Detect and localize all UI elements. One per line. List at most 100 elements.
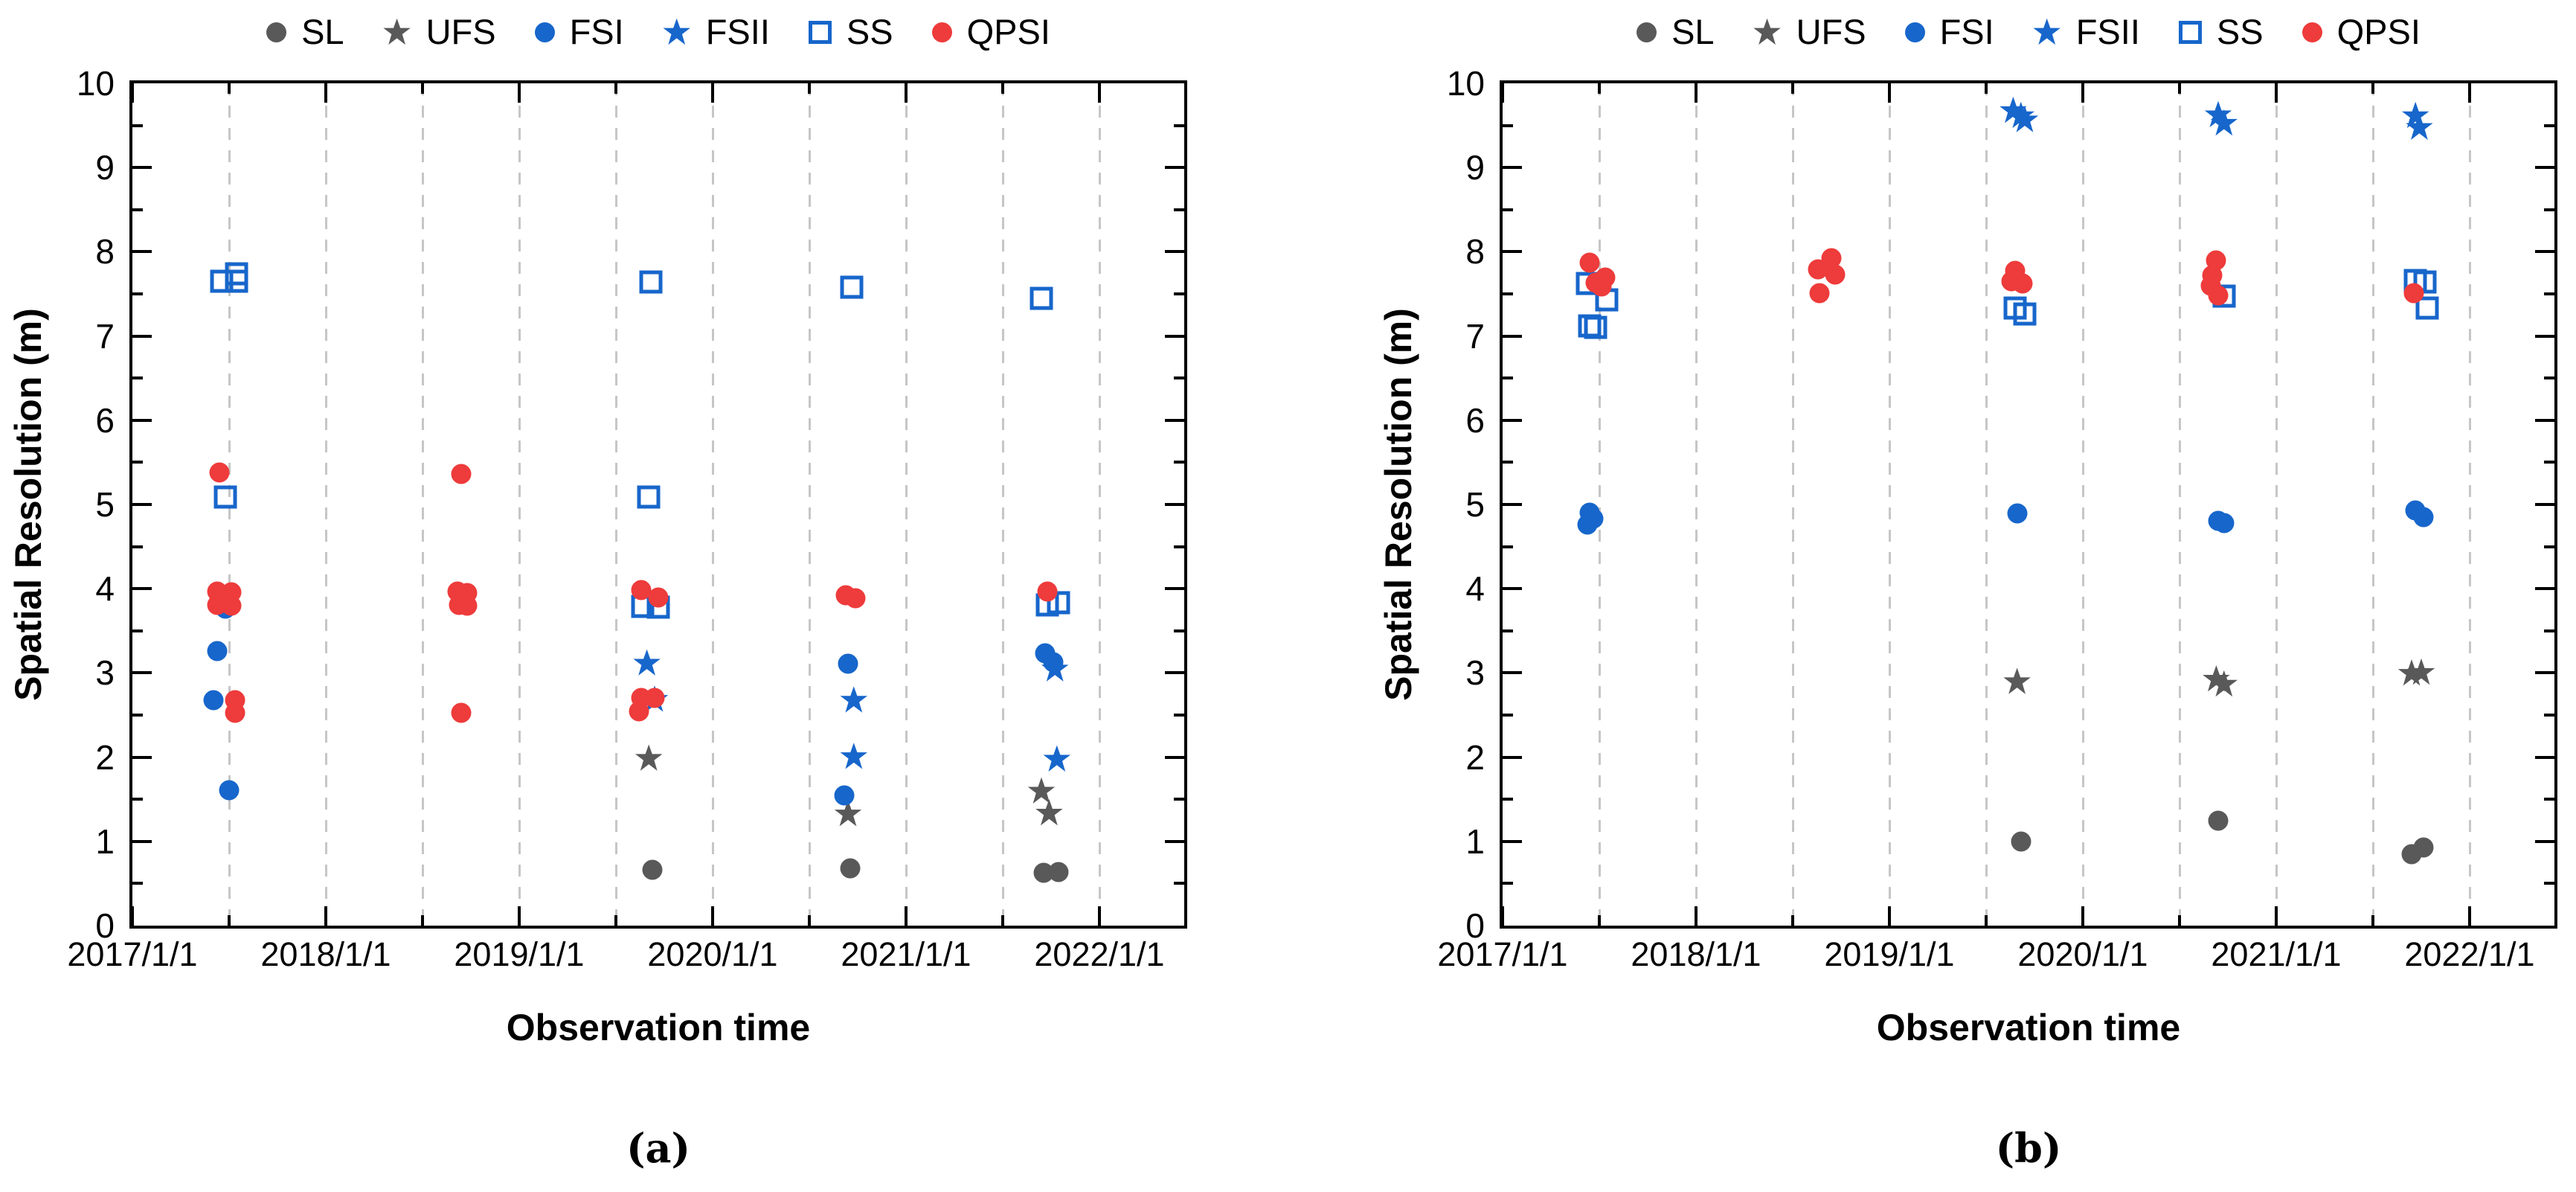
gridline bbox=[2081, 83, 2084, 926]
y-tick-left bbox=[1503, 166, 1522, 170]
y-tick-left bbox=[1503, 418, 1522, 422]
x-tick-top bbox=[2081, 83, 2084, 103]
y-tick-label: 2 bbox=[95, 737, 115, 777]
y-tick-label: 8 bbox=[95, 232, 115, 272]
x-tick-top bbox=[2178, 83, 2181, 94]
y-tick-label: 9 bbox=[1465, 148, 1485, 188]
y-tick-left bbox=[132, 418, 152, 422]
y-tick-right bbox=[1174, 882, 1184, 885]
gridline bbox=[1888, 83, 1891, 926]
gridline bbox=[614, 83, 617, 926]
y-tick-label: 1 bbox=[95, 821, 115, 861]
x-tick-bottom bbox=[711, 906, 714, 926]
data-point-FSI bbox=[207, 641, 228, 661]
panel-caption: (b) bbox=[1995, 1124, 2062, 1172]
gridline bbox=[808, 83, 811, 926]
x-tick-label: 2019/1/1 bbox=[1824, 935, 1955, 973]
y-tick-left bbox=[132, 208, 143, 211]
x-tick-top bbox=[1985, 83, 1988, 94]
circle-icon bbox=[1904, 22, 1925, 42]
y-tick-right bbox=[1174, 461, 1184, 464]
y-tick-right bbox=[1174, 545, 1184, 548]
y-tick-label: 6 bbox=[95, 400, 115, 440]
y-tick-label: 7 bbox=[95, 316, 115, 356]
x-tick-bottom bbox=[1985, 915, 1988, 926]
data-point-QPSI bbox=[2208, 285, 2229, 306]
y-tick-right bbox=[1174, 714, 1184, 717]
data-point-FSI bbox=[1577, 514, 1598, 535]
y-tick-right bbox=[1165, 503, 1184, 506]
x-tick-label: 2018/1/1 bbox=[260, 935, 391, 973]
legend-label: FSII bbox=[705, 12, 770, 51]
x-tick-top bbox=[2371, 83, 2374, 94]
y-tick-right bbox=[1165, 418, 1184, 422]
data-point-SL bbox=[2011, 831, 2031, 852]
legend-item-qpsi: QPSI bbox=[2302, 13, 2421, 51]
data-point-SS bbox=[2415, 296, 2439, 320]
x-tick-bottom bbox=[2468, 906, 2471, 926]
gridline bbox=[1985, 83, 1988, 926]
star-icon bbox=[663, 18, 690, 45]
y-tick-label: 9 bbox=[95, 148, 115, 188]
gridline bbox=[2371, 83, 2374, 926]
data-point-SL bbox=[1048, 862, 1069, 882]
y-tick-right bbox=[2544, 292, 2554, 295]
y-tick-label: 4 bbox=[95, 569, 115, 609]
y-tick-right bbox=[1174, 376, 1184, 380]
gridline bbox=[711, 83, 714, 926]
y-tick-left bbox=[132, 839, 152, 843]
legend-label: FSII bbox=[2075, 12, 2140, 51]
chart-panel-a: SL UFS FSI FSII SS QPSI 0 1 2 3 4 5 6 7 8 9 10 2017/1/1 20… bbox=[7, 12, 1187, 1170]
x-tick-bottom bbox=[421, 915, 424, 926]
data-point-SS bbox=[210, 269, 234, 293]
x-tick-bottom bbox=[1501, 906, 1504, 926]
y-tick-right bbox=[2535, 166, 2554, 170]
x-tick-label: 2019/1/1 bbox=[454, 935, 585, 973]
y-tick-left bbox=[1503, 503, 1522, 506]
data-point-QPSI bbox=[451, 702, 472, 723]
x-tick-bottom bbox=[1791, 915, 1794, 926]
y-tick-left bbox=[132, 545, 143, 548]
x-tick-bottom bbox=[808, 915, 811, 926]
x-tick-bottom bbox=[1695, 906, 1697, 926]
y-tick-label: 6 bbox=[1465, 400, 1485, 440]
circle-icon bbox=[266, 22, 287, 42]
data-point-QPSI bbox=[209, 462, 230, 483]
gridline bbox=[1598, 83, 1601, 926]
data-point-SS bbox=[1047, 591, 1070, 615]
y-tick-right bbox=[2544, 545, 2554, 548]
data-point-SS bbox=[1584, 315, 1607, 339]
x-tick-bottom bbox=[1001, 915, 1004, 926]
legend-item-ss: SS bbox=[808, 13, 893, 51]
data-point-QPSI bbox=[644, 688, 665, 708]
y-tick-label: 4 bbox=[1465, 569, 1485, 609]
y-tick-left bbox=[132, 292, 143, 295]
x-tick-label: 2017/1/1 bbox=[1437, 935, 1568, 973]
x-tick-top bbox=[711, 83, 714, 103]
data-point-SL bbox=[2413, 837, 2434, 858]
x-tick-bottom bbox=[2371, 915, 2374, 926]
y-tick-left bbox=[132, 714, 143, 717]
gridline bbox=[518, 83, 521, 926]
data-point-FSI bbox=[219, 780, 240, 801]
circle-icon bbox=[1637, 22, 1657, 42]
star-icon bbox=[383, 18, 411, 45]
gridline bbox=[1098, 83, 1101, 926]
y-tick-left bbox=[132, 461, 143, 464]
y-tick-left bbox=[1503, 755, 1522, 759]
chart-panel-b: SL UFS FSI FSII SS QPSI 0 1 2 3 4 5 6 7 8 9 10 2017/1/1 20… bbox=[1288, 0, 2575, 1192]
y-tick-left bbox=[1503, 124, 1513, 127]
y-tick-right bbox=[1174, 629, 1184, 632]
gridline bbox=[421, 83, 424, 926]
y-axis-title: Spatial Resolution (m) bbox=[1378, 308, 1419, 701]
x-tick-top bbox=[1791, 83, 1794, 94]
legend-item-fsii: FSII bbox=[2033, 13, 2140, 51]
x-axis-title: Observation time bbox=[1876, 1007, 2181, 1048]
x-tick-top bbox=[228, 83, 231, 94]
gridline bbox=[1695, 83, 1697, 926]
y-tick-left bbox=[1503, 629, 1513, 632]
y-tick-label: 10 bbox=[1446, 64, 1485, 103]
legend-label: UFS bbox=[1796, 12, 1866, 51]
y-tick-right bbox=[1174, 798, 1184, 801]
y-tick-right bbox=[2544, 714, 2554, 717]
